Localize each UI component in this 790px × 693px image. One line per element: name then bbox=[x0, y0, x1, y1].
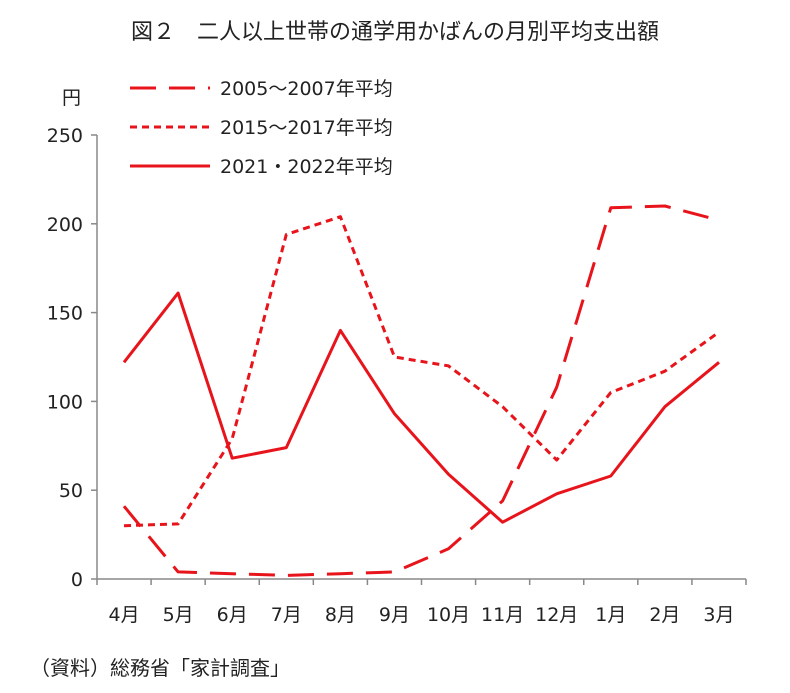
legend-label: 2015～2017年平均 bbox=[220, 117, 393, 139]
x-tick-label: 10月 bbox=[427, 604, 470, 626]
series-line-1 bbox=[122, 204, 720, 577]
series-line-2 bbox=[123, 215, 720, 528]
x-tick-label: 4月 bbox=[108, 604, 139, 626]
chart-title: 図２ 二人以上世帯の通学用かばんの月別平均支出額 bbox=[130, 20, 659, 45]
x-tick-label: 7月 bbox=[271, 604, 302, 626]
x-tick-label: 6月 bbox=[217, 604, 248, 626]
x-tick-label: 5月 bbox=[163, 604, 194, 626]
series-line-3 bbox=[122, 291, 720, 524]
y-tick-label: 50 bbox=[59, 480, 83, 502]
y-tick-label: 100 bbox=[47, 391, 83, 413]
legend-label: 2005～2007年平均 bbox=[220, 78, 393, 100]
legend: 2005～2007年平均 2015～2017年平均 2021・2022年平均 bbox=[130, 78, 393, 178]
x-tick-label: 8月 bbox=[325, 604, 356, 626]
x-tick-label: 3月 bbox=[703, 604, 734, 626]
legend-label: 2021・2022年平均 bbox=[220, 156, 393, 178]
x-tick-label: 9月 bbox=[379, 604, 410, 626]
x-tick-label: 11月 bbox=[481, 604, 524, 626]
x-tick-label: 1月 bbox=[595, 604, 626, 626]
source-note: （資料）総務省「家計調査」 bbox=[30, 656, 290, 680]
axes: 0 50 100 150 200 250 4月 5月 6月 7月 8月 9月 10月 11月 12月 1月 2月… bbox=[47, 125, 747, 626]
y-tick-label: 0 bbox=[71, 569, 83, 591]
x-tick-label: 2月 bbox=[649, 604, 680, 626]
y-tick-label: 200 bbox=[47, 214, 83, 236]
y-tick-label: 150 bbox=[47, 303, 83, 325]
series-lines bbox=[122, 204, 720, 577]
y-axis-unit-label: 円 bbox=[62, 87, 81, 109]
y-tick-label: 250 bbox=[47, 125, 83, 147]
x-tick-label: 12月 bbox=[535, 604, 578, 626]
